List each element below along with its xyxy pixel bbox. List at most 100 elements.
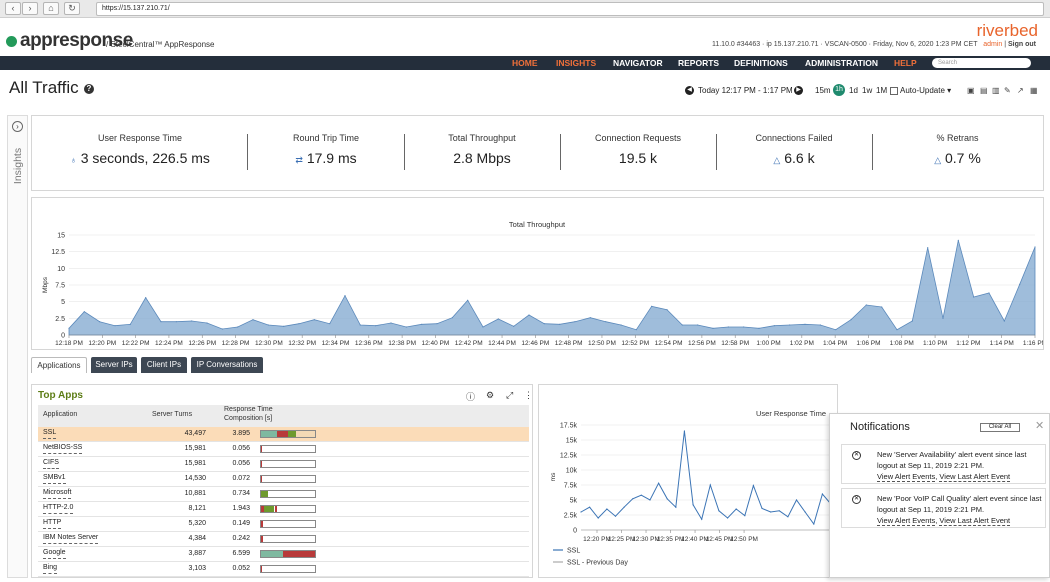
data-point — [589, 317, 591, 319]
expand-icon[interactable]: › — [12, 121, 23, 132]
info-icon[interactable]: ⓘ — [466, 392, 476, 402]
range-1m[interactable]: 1M — [876, 86, 888, 95]
app-name[interactable]: HTTP-2.0 — [43, 502, 74, 514]
x-tick-label: 1:06 PM — [856, 340, 880, 347]
address-bar[interactable]: https://15.137.210.71/ — [96, 2, 1044, 16]
server-turns: 10,881 — [184, 490, 206, 497]
save-icon[interactable]: ▣ — [967, 86, 975, 95]
insights-sidebar[interactable]: › Insights — [7, 115, 28, 578]
col-application[interactable]: Application — [43, 411, 78, 418]
composition-segment — [261, 491, 269, 497]
sign-out-link[interactable]: Sign out — [1008, 41, 1036, 48]
app-name[interactable]: SMBv1 — [43, 472, 66, 484]
table-row[interactable]: SMBv1 14,530 0.072 — [38, 472, 529, 487]
response-time: 1.943 — [232, 505, 250, 512]
col-composition[interactable]: Composition [s] — [224, 415, 273, 422]
clear-all-button[interactable]: Clear All — [980, 423, 1020, 432]
nav-reports[interactable]: REPORTS — [678, 58, 720, 68]
kpi-total-throughput[interactable]: Total Throughput 2.8 Mbps — [404, 116, 560, 190]
nav-help[interactable]: HELP — [894, 58, 917, 68]
dismiss-icon[interactable]: ✕ — [852, 495, 861, 504]
data-point — [298, 323, 300, 325]
nav-home[interactable]: HOME — [512, 58, 538, 68]
table-row[interactable]: NetBIOS-SS 15,981 0.056 — [38, 442, 529, 457]
pdf-icon[interactable]: ▤ — [980, 86, 988, 95]
kpi-retrans[interactable]: % Retrans △ 0.7 % — [872, 116, 1043, 190]
export-icon[interactable]: ▥ — [992, 86, 1000, 95]
table-row[interactable]: Bing 3,103 0.052 — [38, 562, 529, 577]
data-point — [743, 326, 745, 328]
kpi-connection-requests[interactable]: Connection Requests 19.5 k — [560, 116, 716, 190]
x-tick-label: 1:14 PM — [990, 340, 1014, 347]
legend-label: SSL - Previous Day — [567, 560, 628, 567]
gear-icon[interactable]: ⚙ — [486, 390, 495, 400]
view-last-alert-event-link[interactable]: View Last Alert Event — [939, 472, 1011, 482]
table-row[interactable]: CIFS 15,981 0.056 — [38, 457, 529, 472]
tab-ip-conversations[interactable]: IP Conversations — [191, 357, 263, 373]
table-row[interactable]: HTTP 5,320 0.149 — [38, 517, 529, 532]
system-info: 11.10.0 #34463 · ip 15.137.210.71 · VSCA… — [711, 41, 1036, 48]
app-name[interactable]: Google — [43, 547, 66, 559]
app-name[interactable]: Microsoft — [43, 487, 72, 499]
range-1w[interactable]: 1w — [862, 86, 873, 95]
nav-definitions[interactable]: DEFINITIONS — [734, 58, 788, 68]
calendar-icon[interactable]: ▦ — [1030, 86, 1038, 95]
time-range-label[interactable]: Today 12:17 PM - 1:17 PM — [698, 86, 793, 95]
next-time-icon[interactable]: ▶ — [794, 86, 803, 95]
forward-button[interactable]: › — [22, 2, 38, 15]
data-point — [635, 329, 637, 331]
kpi-round-trip-time[interactable]: Round Trip Time ⇄ 17.9 ms — [248, 116, 404, 190]
col-server-turns[interactable]: Server Turns — [152, 411, 193, 418]
view-alert-events-link[interactable]: View Alert Events — [877, 472, 936, 482]
range-1d[interactable]: 1d — [849, 86, 858, 95]
home-icon[interactable]: ⌂ — [43, 2, 59, 15]
app-name[interactable]: IBM Notes Server — [43, 532, 99, 544]
nav-navigator[interactable]: NAVIGATOR — [613, 58, 663, 68]
view-alert-events-link[interactable]: View Alert Events — [877, 516, 936, 526]
table-row[interactable]: IBM Notes Server 4,384 0.242 — [38, 532, 529, 547]
app-name[interactable]: SSL — [43, 427, 57, 439]
product-name: / SteelCentral™ AppResponse — [106, 40, 215, 49]
expand-icon[interactable]: ⤢ — [506, 390, 514, 400]
table-row[interactable]: SSL 43,497 3.895 — [38, 427, 529, 442]
dismiss-icon[interactable]: ✕ — [852, 451, 861, 460]
app-name[interactable]: CIFS — [43, 457, 59, 469]
range-15m[interactable]: 15m — [815, 86, 831, 95]
tab-client-ips[interactable]: Client IPs — [141, 357, 187, 373]
kpi-divider — [404, 134, 405, 170]
ssl-line — [580, 430, 832, 526]
composition-segment — [261, 446, 263, 452]
app-name[interactable]: HTTP — [43, 517, 62, 529]
table-row[interactable]: Google 3,887 6.599 — [38, 547, 529, 562]
auto-update-label[interactable]: Auto-Update ▾ — [900, 86, 952, 95]
kpi-connections-failed[interactable]: Connections Failed △ 6.6 k — [716, 116, 872, 190]
browser-toolbar: ‹ › ⌂ ↻ https://15.137.210.71/ — [0, 0, 1050, 18]
back-button[interactable]: ‹ — [5, 2, 21, 15]
auto-update-checkbox[interactable] — [890, 87, 898, 95]
reload-icon[interactable]: ↻ — [64, 2, 80, 15]
app-name[interactable]: Bing — [43, 562, 58, 574]
data-point — [787, 516, 789, 518]
user-link[interactable]: admin — [983, 41, 1003, 48]
popout-icon[interactable]: ↗ — [1017, 86, 1024, 95]
prev-time-icon[interactable]: ◀ — [685, 86, 694, 95]
app-name[interactable]: NetBIOS-SS — [43, 442, 83, 454]
x-tick-label: 12:20 PM — [88, 340, 116, 347]
view-last-alert-event-link[interactable]: View Last Alert Event — [939, 516, 1011, 526]
tab-applications[interactable]: Applications — [31, 357, 87, 373]
data-point — [1034, 246, 1036, 248]
table-row[interactable]: HTTP-2.0 8,121 1.943 — [38, 502, 529, 517]
tab-server-ips[interactable]: Server IPs — [91, 357, 137, 373]
kpi-user-response-time[interactable]: User Response Time ♁ 3 seconds, 226.5 ms — [32, 116, 248, 190]
range-1h[interactable]: 1h — [833, 84, 845, 96]
col-response-time[interactable]: Response Time — [224, 406, 273, 413]
nav-insights[interactable]: INSIGHTS — [556, 58, 597, 68]
more-icon[interactable]: ⋮ — [524, 390, 533, 400]
edit-icon[interactable]: ✎ — [1004, 86, 1011, 95]
nav-administration[interactable]: ADMINISTRATION — [805, 58, 879, 68]
table-row[interactable]: Microsoft 10,881 0.734 — [38, 487, 529, 502]
data-point — [543, 323, 545, 325]
help-icon[interactable]: ? — [84, 84, 94, 94]
search-input[interactable]: Search — [932, 58, 1031, 68]
close-icon[interactable]: ✕ — [1035, 420, 1045, 432]
